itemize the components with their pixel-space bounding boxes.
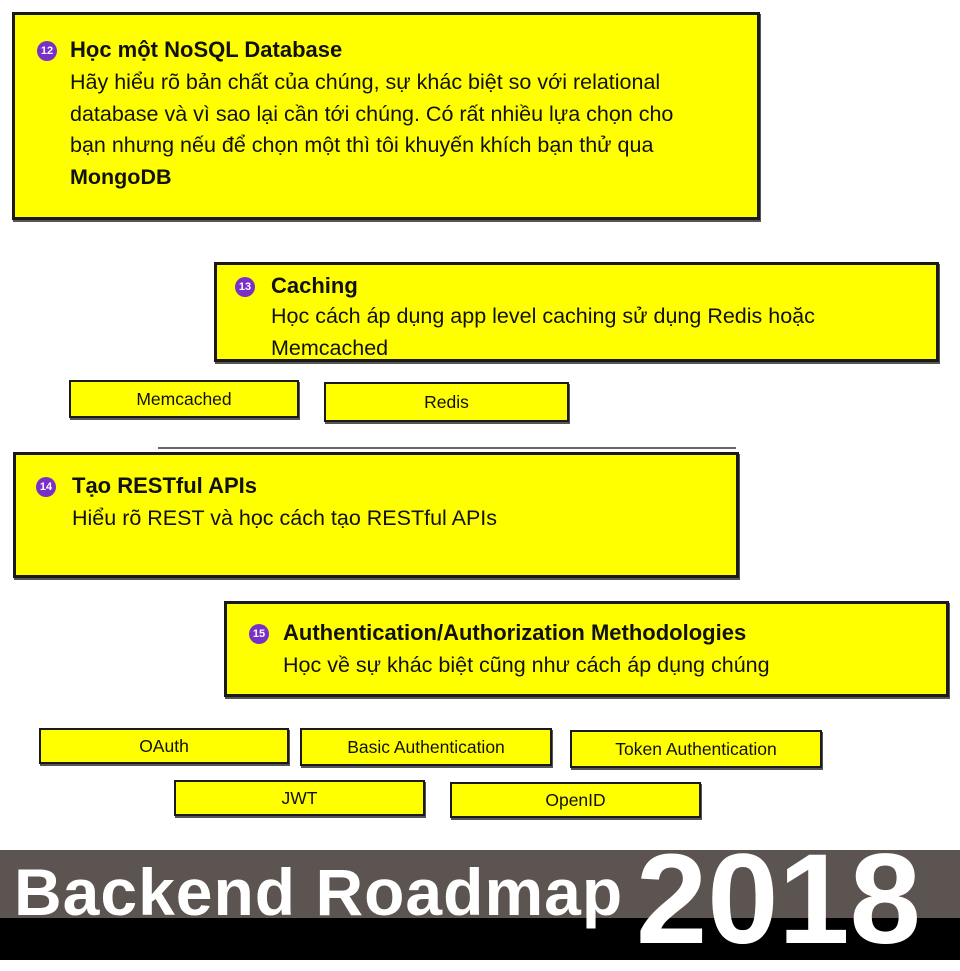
- card-description: Học cách áp dụng app level caching sử dụ…: [271, 304, 815, 360]
- footer-year: 2018: [636, 828, 921, 971]
- card-description: Hãy hiểu rõ bản chất của chúng, sự khác …: [70, 67, 710, 193]
- card-authentication-authorization: 15 Authentication/Authorization Methodol…: [224, 601, 949, 697]
- footer-title: Backend Roadmap: [14, 855, 624, 929]
- card-title: Học một NoSQL Database: [70, 37, 343, 62]
- card-nosql-database: 12 Học một NoSQL Database Hãy hiểu rõ bả…: [12, 12, 760, 220]
- tag-basic-authentication: Basic Authentication: [300, 728, 552, 766]
- tag-token-authentication: Token Authentication: [570, 730, 822, 768]
- card-title: Authentication/Authorization Methodologi…: [283, 620, 747, 645]
- tag-openid: OpenID: [450, 782, 701, 818]
- tag-memcached: Memcached: [69, 380, 299, 418]
- step-number-badge: 15: [249, 624, 269, 644]
- card-description: Học về sự khác biệt cũng như cách áp dụn…: [283, 653, 770, 677]
- footer-banner: Backend Roadmap 2018: [0, 836, 960, 964]
- card-caching: 13 Caching Học cách áp dụng app level ca…: [214, 262, 939, 362]
- card-restful-apis: 14 Tạo RESTful APIs Hiểu rõ REST và học …: [13, 452, 739, 578]
- step-number-badge: 14: [36, 477, 56, 497]
- tag-redis: Redis: [324, 382, 569, 422]
- card-title: Tạo RESTful APIs: [72, 473, 257, 498]
- step-number-badge: 12: [37, 41, 57, 61]
- tag-oauth: OAuth: [39, 728, 289, 764]
- card-description-text: Hãy hiểu rõ bản chất của chúng, sự khác …: [70, 70, 674, 157]
- divider: [158, 447, 736, 449]
- footer-band: [0, 850, 960, 918]
- card-description-highlight: MongoDB: [70, 164, 172, 189]
- card-title: Caching: [271, 273, 358, 298]
- tag-jwt: JWT: [174, 780, 425, 816]
- step-number-badge: 13: [235, 277, 255, 297]
- card-description: Hiểu rõ REST và học cách tạo RESTful API…: [72, 506, 498, 530]
